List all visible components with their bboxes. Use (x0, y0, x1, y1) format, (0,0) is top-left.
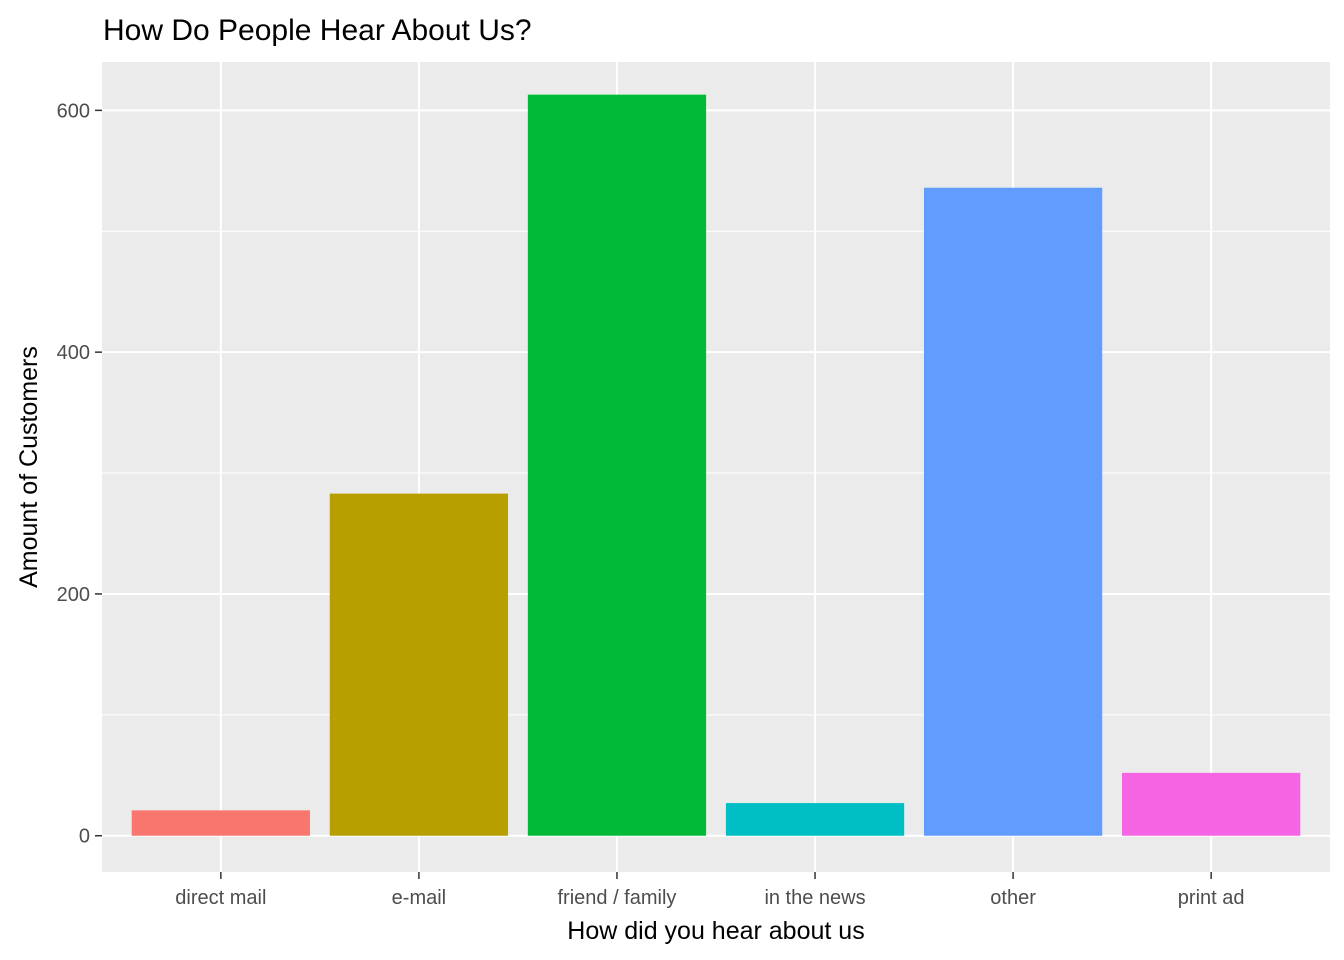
bar-other (923, 187, 1103, 836)
x-tick-label: in the news (764, 887, 865, 909)
x-tick-label: direct mail (175, 887, 266, 909)
chart-title: How Do People Hear About Us? (103, 14, 532, 47)
y-tick-label: 600 (57, 100, 90, 122)
x-tick-label: print ad (1178, 887, 1245, 909)
bar-e-mail (329, 493, 509, 836)
bar-direct-mail (131, 810, 310, 836)
minor-gridlines (102, 230, 1330, 716)
bar-friend-family (527, 94, 707, 836)
plot-panel (102, 62, 1330, 872)
y-tick-label: 0 (79, 826, 90, 848)
y-axis-title: Amount of Customers (15, 346, 43, 588)
x-tick-label: friend / family (557, 887, 676, 909)
y-tick-label: 200 (57, 584, 90, 606)
bar-print-ad (1122, 772, 1301, 836)
x-tick-label: e-mail (392, 887, 446, 909)
y-tick-label: 400 (57, 342, 90, 364)
y-axis: 0 200 400 600 (57, 100, 102, 848)
bar-in-the-news (725, 803, 905, 836)
x-axis-title: How did you hear about us (567, 917, 864, 945)
x-axis: direct mail e-mail friend / family in the n… (175, 872, 1245, 909)
bars (131, 94, 1301, 836)
x-tick-label: other (990, 887, 1036, 909)
